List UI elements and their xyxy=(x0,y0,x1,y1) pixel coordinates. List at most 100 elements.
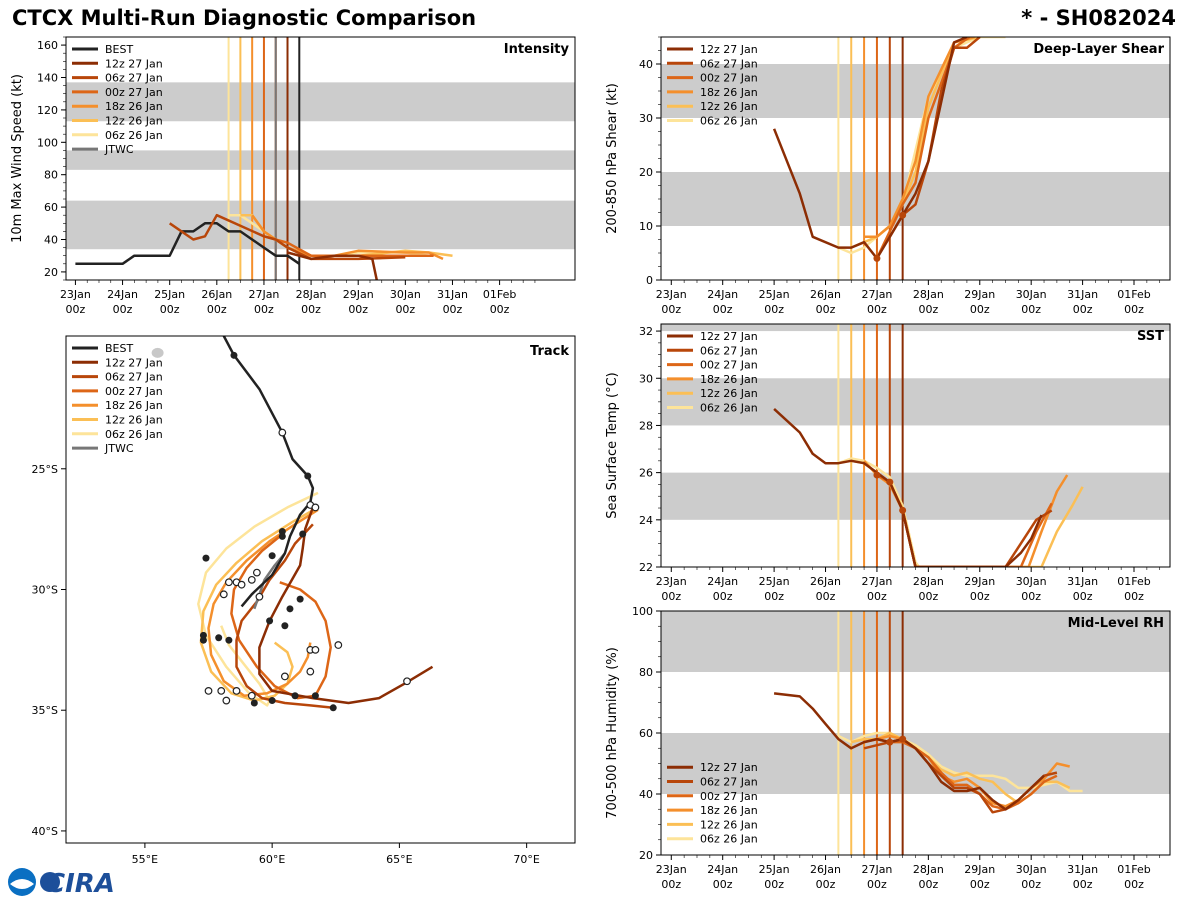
x-tick-label-hour: 00z xyxy=(764,878,784,891)
track-marker-filled xyxy=(199,636,207,644)
threshold-band xyxy=(661,324,1170,332)
x-tick-label-date: 25Jan xyxy=(759,288,790,301)
track-marker-open xyxy=(219,590,228,599)
track-marker-open xyxy=(311,645,320,654)
y-axis-label: Sea Surface Temp (°C) xyxy=(605,372,620,519)
x-tick-label-hour: 00z xyxy=(970,303,990,316)
legend-label: 06z 26 Jan xyxy=(700,833,758,846)
x-tick-label-hour: 00z xyxy=(443,303,463,316)
track-marker-open xyxy=(334,641,343,649)
x-tick-label-date: 30Jan xyxy=(1016,288,1047,301)
x-tick-label-hour: 00z xyxy=(867,303,887,316)
track-marker-filled xyxy=(199,631,207,639)
x-tick-label-date: 23Jan xyxy=(656,863,687,876)
y-tick-label: 60 xyxy=(639,727,653,740)
y-tick-label: 40 xyxy=(639,788,653,801)
track-line-12z-26-jan xyxy=(199,506,319,702)
threshold-band xyxy=(661,611,1170,672)
plot-area xyxy=(661,611,1170,855)
x-tick-label-date: 29Jan xyxy=(343,288,374,301)
legend-label: 00z 27 Jan xyxy=(700,72,758,85)
track-marker-filled xyxy=(278,532,286,540)
legend-label: 12z 27 Jan xyxy=(700,761,758,774)
x-tick-label-hour: 00z xyxy=(1021,303,1041,316)
x-tick-label-date: 31Jan xyxy=(1067,863,1098,876)
track-marker-open xyxy=(217,687,226,695)
track-marker-open xyxy=(255,592,264,601)
x-tick-label-date: 01Feb xyxy=(1117,863,1150,876)
x-tick-label-date: 24Jan xyxy=(707,575,738,588)
x-tick-label-date: 29Jan xyxy=(964,575,995,588)
legend-label: 12z 26 Jan xyxy=(105,414,163,427)
x-tick-label-hour: 00z xyxy=(764,303,784,316)
legend-label: 12z 27 Jan xyxy=(700,43,758,56)
noaa-bird-icon xyxy=(10,879,34,889)
y-axis-label: 200-850 hPa Shear (kt) xyxy=(605,83,620,234)
current-time-marker xyxy=(899,506,907,514)
series-line-12z-27-jan xyxy=(287,251,379,280)
track-marker-filled xyxy=(296,595,304,603)
track-marker-filled xyxy=(268,552,276,560)
lat-tick-label: 25°S xyxy=(32,463,58,476)
x-tick-label-hour: 00z xyxy=(918,303,938,316)
sst-panel: 22 24 26 28 30 32 23Jan 00z 24Jan 00z 25Jan 00z 26Ja… xyxy=(605,323,1171,603)
legend-label: 06z 27 Jan xyxy=(105,371,163,384)
lat-tick-label: 35°S xyxy=(32,704,58,717)
series-line-18z-26-jan xyxy=(864,37,975,239)
lon-tick-label: 60°E xyxy=(259,853,285,866)
legend-label: 00z 27 Jan xyxy=(700,359,758,372)
x-tick-label-date: 29Jan xyxy=(964,288,995,301)
x-tick-label-date: 28Jan xyxy=(913,288,944,301)
x-tick-label-hour: 00z xyxy=(490,303,510,316)
track-marker-open xyxy=(247,575,256,584)
track-marker-open xyxy=(204,687,213,695)
x-tick-label-date: 01Feb xyxy=(1117,575,1150,588)
x-tick-label-date: 01Feb xyxy=(1117,288,1150,301)
current-time-marker xyxy=(873,471,881,479)
track-line-00z-27-jan xyxy=(230,535,332,700)
x-tick-label-date: 28Jan xyxy=(913,863,944,876)
legend-label: 06z 26 Jan xyxy=(105,428,163,441)
panel-title: Mid-Level RH xyxy=(1068,616,1164,631)
x-tick-label-date: 23Jan xyxy=(656,575,687,588)
y-tick-label: 40 xyxy=(44,234,58,247)
track-marker-open xyxy=(280,672,289,681)
threshold-band xyxy=(66,200,575,250)
legend-label: 12z 27 Jan xyxy=(700,330,758,343)
x-tick-label-date: 01Feb xyxy=(483,288,516,301)
track-marker-open xyxy=(224,578,233,587)
lon-tick-label: 55°E xyxy=(132,853,158,866)
x-tick-label-hour: 00z xyxy=(1073,303,1093,316)
x-tick-label-date: 24Jan xyxy=(107,288,138,301)
x-tick-label-date: 31Jan xyxy=(1067,575,1098,588)
legend-label: 18z 26 Jan xyxy=(105,399,163,412)
panel-title: Deep-Layer Shear xyxy=(1033,42,1164,57)
track-marker-open xyxy=(311,503,320,512)
x-tick-label-date: 24Jan xyxy=(707,863,738,876)
x-tick-label-hour: 00z xyxy=(764,590,784,603)
track-marker-open xyxy=(237,580,246,589)
x-tick-label-hour: 00z xyxy=(1073,590,1093,603)
track-marker-filled xyxy=(291,692,299,700)
x-tick-label-date: 28Jan xyxy=(913,575,944,588)
plot-area xyxy=(661,37,1170,280)
legend-label: 12z 27 Jan xyxy=(105,356,163,369)
x-tick-label-hour: 00z xyxy=(1021,590,1041,603)
x-tick-label-hour: 00z xyxy=(816,303,836,316)
track-marker-filled xyxy=(278,528,286,536)
x-tick-label-hour: 00z xyxy=(301,303,321,316)
x-tick-label-hour: 00z xyxy=(816,590,836,603)
x-tick-label-hour: 00z xyxy=(661,878,681,891)
track-marker-filled xyxy=(268,697,276,705)
threshold-band xyxy=(66,82,575,122)
y-tick-label: 160 xyxy=(37,39,58,52)
panel-title: SST xyxy=(1137,329,1164,344)
legend-label: 06z 27 Jan xyxy=(700,776,758,789)
x-tick-label-date: 27Jan xyxy=(248,288,279,301)
x-tick-label-date: 26Jan xyxy=(810,863,841,876)
track-marker-filled xyxy=(329,704,337,712)
y-tick-label: 20 xyxy=(44,266,58,279)
y-tick-label: 140 xyxy=(37,72,58,85)
x-tick-label-date: 23Jan xyxy=(656,288,687,301)
